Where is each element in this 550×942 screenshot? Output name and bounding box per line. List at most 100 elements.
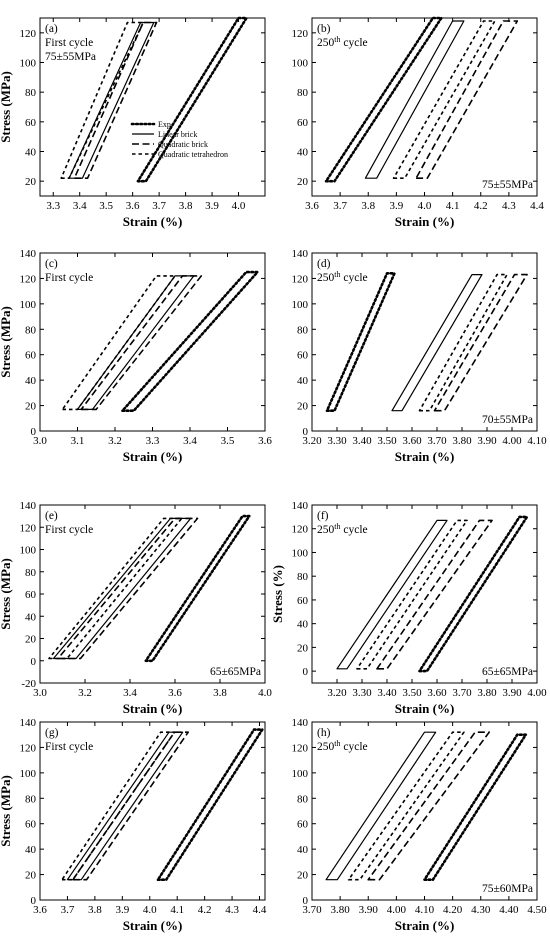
y-tick-label: 100 — [20, 58, 37, 70]
y-tick-label: 120 — [20, 742, 37, 754]
series-quadratic-tetrahedron — [347, 731, 465, 881]
panel-d: 3.20 3.30 3.40 3.50 3.60 3.70 3.80 3.90 4.00 4.10… — [292, 248, 548, 464]
y-tick-label: 140 — [292, 500, 309, 512]
cycle-word: cycle — [340, 37, 367, 49]
x-tick-label: 3.80 — [452, 435, 472, 447]
y-tick-label: 40 — [25, 611, 37, 623]
load-label: 65±65MPa — [482, 666, 533, 678]
y-tick-label: 120 — [292, 28, 309, 40]
y-tick-label: 20 — [25, 401, 37, 413]
load-label: 75±55MPa — [482, 179, 533, 191]
y-tick-label: 20 — [25, 634, 37, 646]
x-tick-label: 3.8 — [361, 200, 375, 212]
y-tick-label: 100 — [292, 299, 309, 311]
x-tick-label: 3.7 — [152, 200, 166, 212]
y-tick-label: 60 — [25, 589, 37, 601]
y-tick-label: 80 — [25, 793, 37, 805]
series-quadratic-tetrahedron — [61, 731, 176, 881]
series-exp — [121, 270, 259, 413]
x-tick-label: 3.2 — [78, 687, 92, 699]
x-tick-label: 3.5 — [99, 200, 113, 212]
panel-label: (d) — [317, 258, 331, 270]
cycle-number: 250 — [317, 524, 335, 536]
series-quadratic-brick — [80, 275, 203, 411]
x-tick-label: 4.10 — [415, 904, 435, 916]
x-tick-label: 3.70 — [302, 904, 322, 916]
x-tick-label: 3.3 — [46, 200, 60, 212]
x-axis-title: Strain (%) — [395, 214, 455, 229]
x-tick-label: 4.0 — [232, 200, 246, 212]
y-tick-label: 100 — [292, 768, 309, 780]
series-quadratic-brick — [415, 20, 519, 179]
panel-g: 3.6 3.7 3.8 3.9 4.0 4.1 4.2 4.3 4.4 0 20 40 60 80 100 1… — [0, 717, 267, 933]
panel-label: (h) — [317, 727, 331, 739]
x-tick-label: 3.2 — [108, 435, 122, 447]
x-tick-label: 4.4 — [530, 200, 544, 212]
legend-label: Linear brick — [158, 130, 197, 139]
y-tick-label: 80 — [297, 571, 309, 583]
panel-label: (f) — [317, 510, 329, 522]
x-tick-label: 4.3 — [502, 200, 516, 212]
y-tick-label: 100 — [20, 768, 37, 780]
x-tick-label: 3.20 — [302, 435, 322, 447]
y-tick-label: 0 — [31, 656, 37, 668]
x-tick-label: 3.70 — [427, 435, 447, 447]
panel-title: 250th cycle — [317, 270, 368, 284]
x-tick-label: 3.70 — [452, 687, 472, 699]
y-tick-label: 100 — [20, 299, 37, 311]
x-tick-label: 3.30 — [352, 687, 372, 699]
series-quadratic-tetrahedron — [61, 275, 176, 411]
x-tick-label: 3.6 — [168, 687, 182, 699]
x-tick-label: 3.6 — [258, 435, 272, 447]
series-linear-brick — [52, 517, 192, 660]
x-tick-label: 3.0 — [33, 435, 47, 447]
series-exp — [325, 271, 396, 413]
x-tick-label: 3.80 — [477, 687, 497, 699]
y-tick-label: 120 — [292, 524, 309, 536]
legend-label: Quadratic brick — [158, 140, 208, 149]
x-tick-label: 4.2 — [474, 200, 488, 212]
series-quadratic-brick — [73, 21, 158, 179]
x-tick-label: 3.4 — [73, 200, 87, 212]
panel-h: 3.70 3.80 3.90 4.00 4.10 4.20 4.30 4.40 4.50 0 20 4… — [292, 717, 548, 933]
y-tick-label: 60 — [297, 595, 309, 607]
series-quadratic-tetrahedron — [392, 20, 496, 179]
y-tick-label: 40 — [297, 375, 309, 387]
y-tick-label: 60 — [25, 819, 37, 831]
x-tick-label: 3.9 — [115, 904, 129, 916]
y-tick-label: 20 — [297, 401, 309, 413]
x-tick-label: 3.60 — [402, 435, 422, 447]
cycle-superscript: th — [334, 739, 340, 748]
x-tick-label: 3.3 — [146, 435, 160, 447]
series-quadratic-tetrahedron — [418, 273, 508, 412]
x-tick-label: 3.50 — [377, 435, 397, 447]
y-tick-label: 100 — [292, 547, 309, 559]
y-tick-label: 120 — [20, 273, 37, 285]
plot-frame — [311, 504, 538, 684]
panel-title: First cycle — [45, 37, 93, 49]
cycle-superscript: th — [334, 270, 340, 279]
x-axis-title: Strain (%) — [123, 918, 183, 933]
panel-subtitle: 75±55MPa — [45, 51, 96, 63]
series-linear-brick — [336, 519, 448, 670]
x-tick-label: 3.90 — [502, 687, 522, 699]
y-tick-label: 60 — [297, 350, 309, 362]
plot-frame — [39, 17, 266, 197]
y-tick-label: 40 — [25, 147, 37, 159]
x-tick-label: 4.3 — [225, 904, 239, 916]
y-tick-label: 120 — [292, 273, 309, 285]
legend-label: Quadratic tetrahedron — [158, 150, 228, 159]
y-tick-label: 40 — [25, 375, 37, 387]
cycle-word: cycle — [340, 524, 367, 536]
y-tick-label: 40 — [25, 844, 37, 856]
x-tick-label: 3.9 — [390, 200, 404, 212]
load-label: 70±55MPa — [482, 414, 533, 426]
y-tick-label: 0 — [303, 426, 309, 438]
y-axis-title: Stress (MPa) — [0, 558, 13, 630]
x-tick-label: 3.80 — [331, 904, 351, 916]
x-axis-title: Strain (%) — [395, 918, 455, 933]
x-tick-label: 4.4 — [253, 904, 267, 916]
panel-e: 3.0 3.2 3.4 3.6 3.8 4.0 -20 0 20 40 60 80 100 120 140 S… — [0, 500, 272, 716]
cycle-word: cycle — [340, 741, 367, 753]
